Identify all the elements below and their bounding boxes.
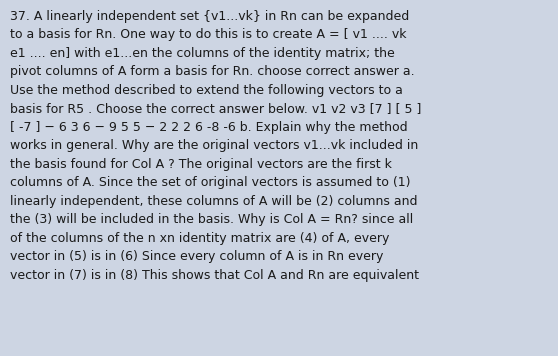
Text: 37. A linearly independent set {v1...vk} in Rn can be expanded
to a basis for Rn: 37. A linearly independent set {v1...vk}…	[10, 10, 421, 282]
